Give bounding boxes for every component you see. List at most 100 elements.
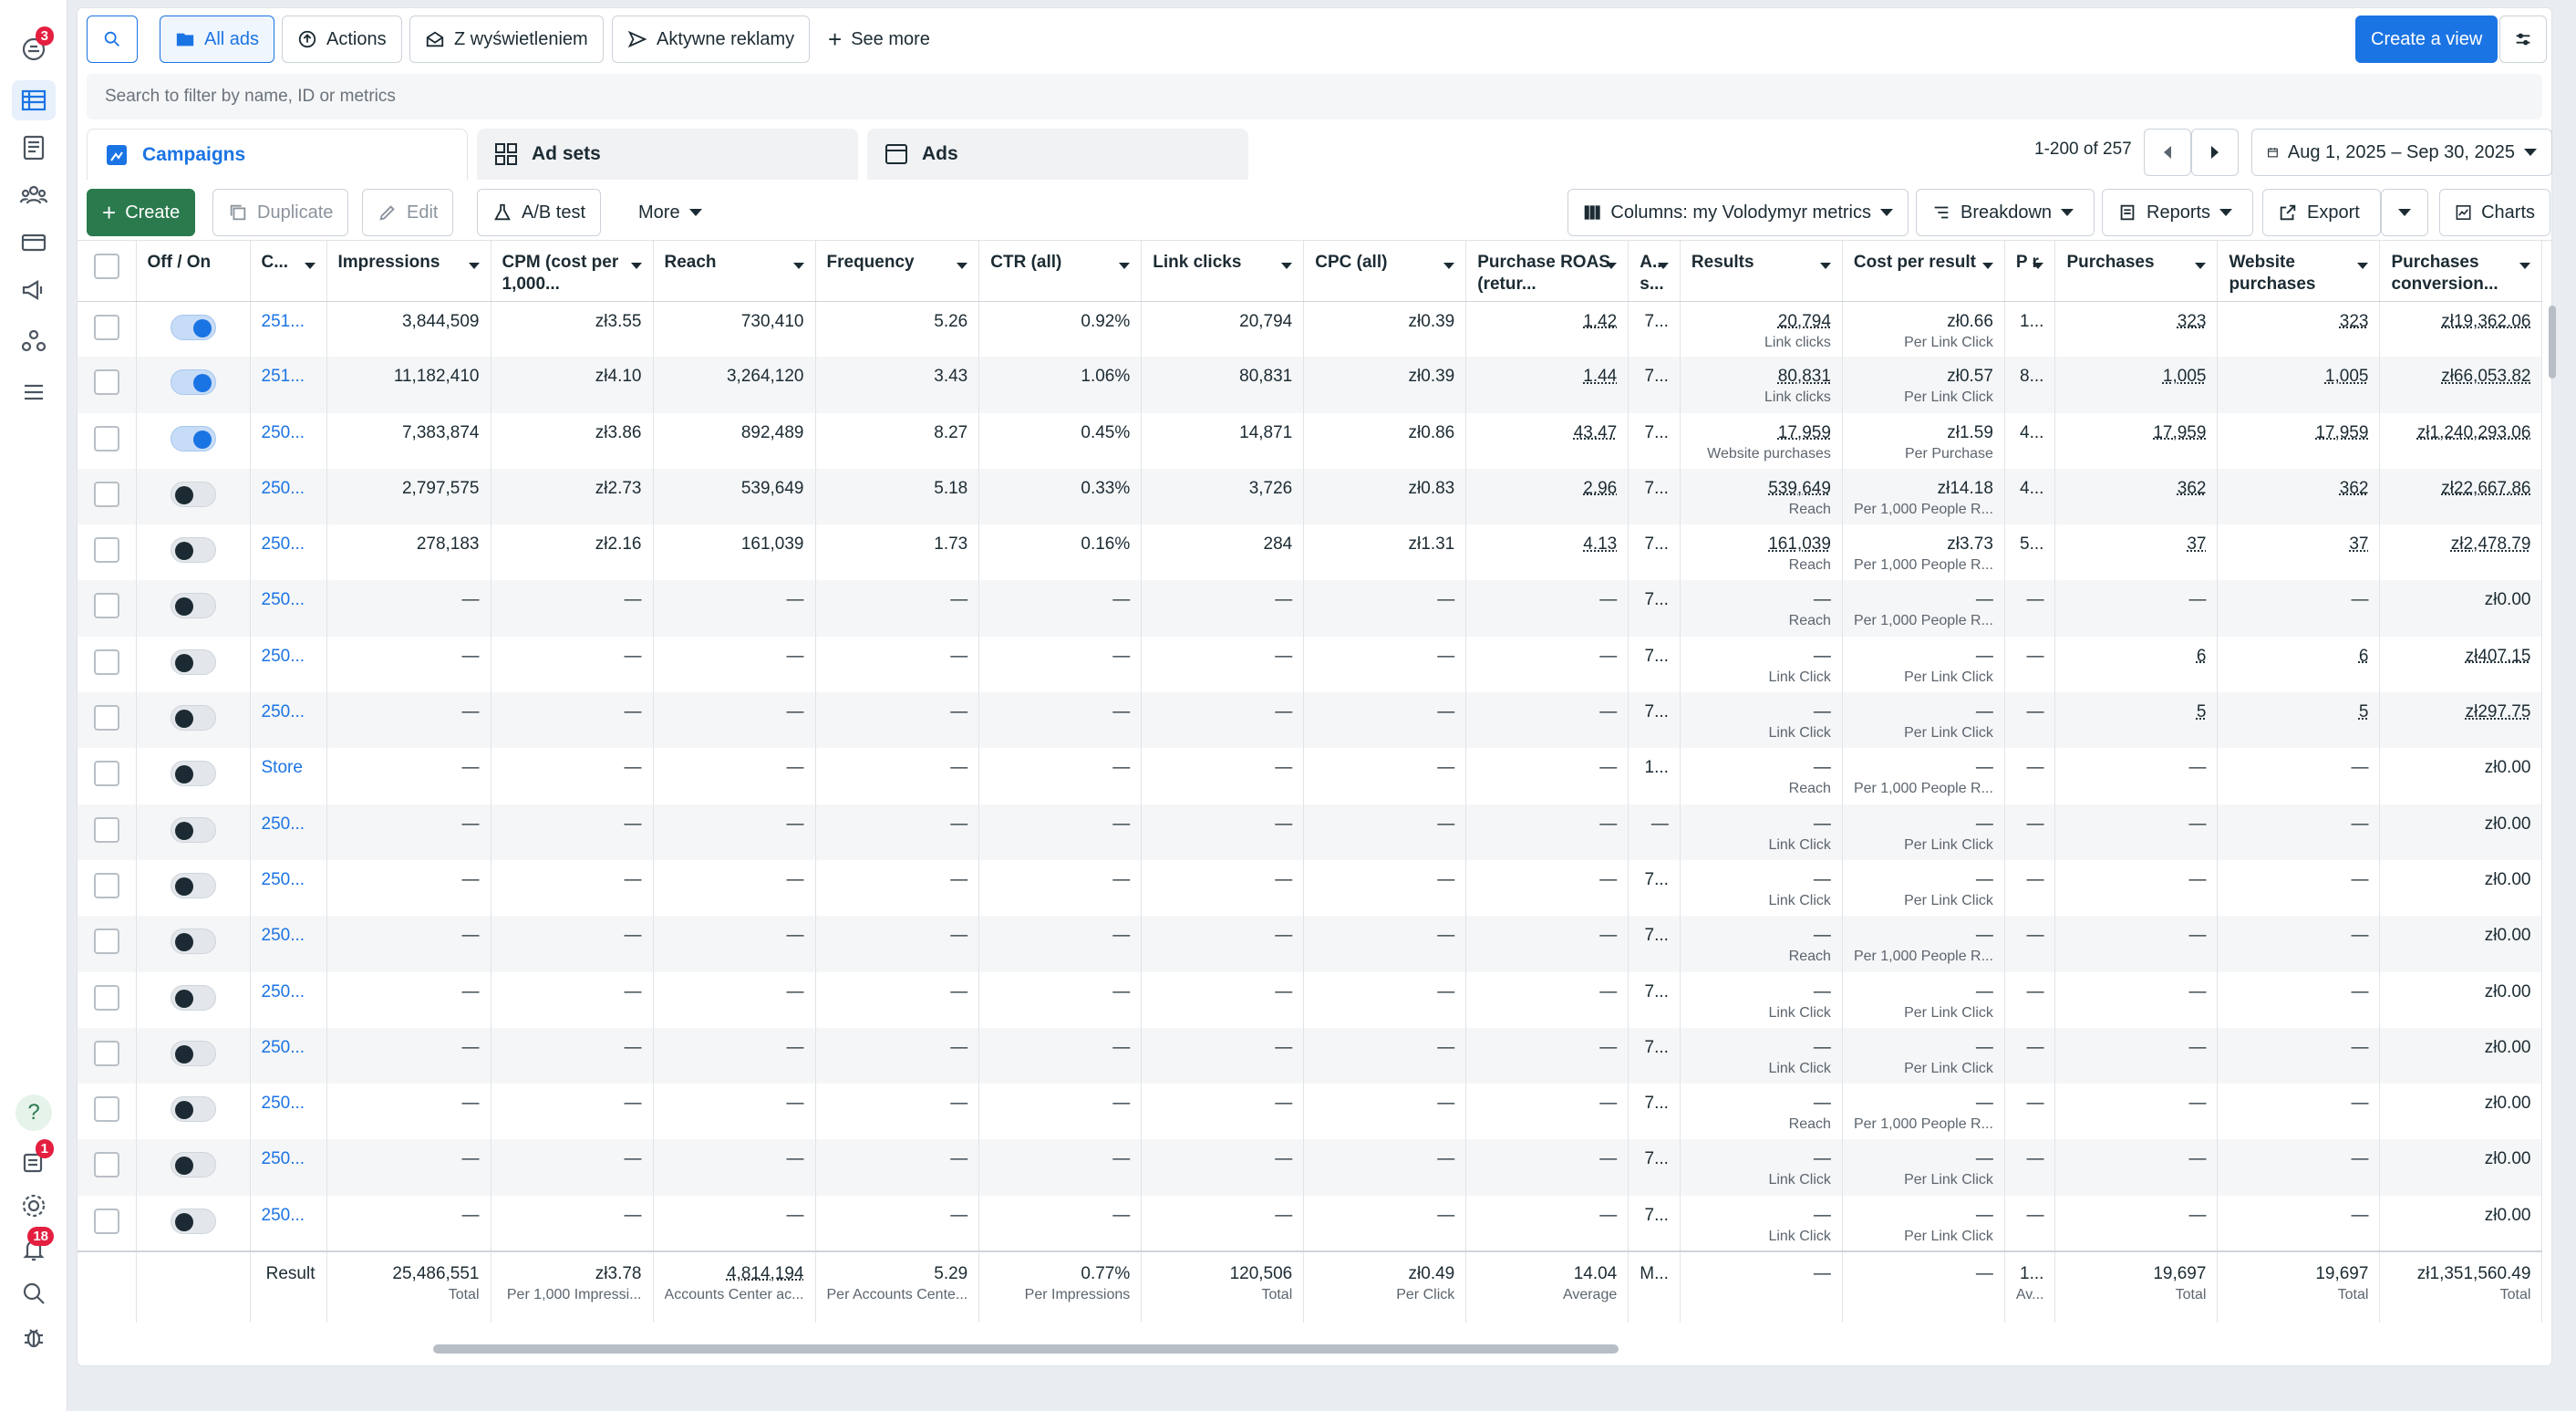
- campaign-name-link[interactable]: 250...: [250, 468, 327, 525]
- campaign-name-link[interactable]: Store: [250, 748, 327, 804]
- breakdown-dropdown[interactable]: Breakdown: [1916, 189, 2095, 236]
- campaign-name-link[interactable]: 250...: [250, 1027, 327, 1084]
- row-checkbox[interactable]: [93, 761, 119, 787]
- row-checkbox-cell[interactable]: [78, 748, 137, 804]
- sort-caret-icon[interactable]: [630, 263, 642, 269]
- toggle-cell[interactable]: [136, 916, 251, 972]
- export-button[interactable]: Export: [2262, 189, 2381, 236]
- row-checkbox-cell[interactable]: [78, 636, 137, 693]
- row-checkbox[interactable]: [93, 648, 119, 675]
- columns-dropdown[interactable]: Columns: my Volodymyr metrics: [1567, 189, 1909, 236]
- search-icon[interactable]: [12, 1273, 56, 1313]
- toggle-cell[interactable]: [136, 580, 251, 637]
- row-checkbox[interactable]: [93, 425, 119, 451]
- row-checkbox-cell[interactable]: [78, 971, 137, 1028]
- row-checkbox-cell[interactable]: [78, 859, 137, 917]
- filter-z-wyswietleniem[interactable]: Z wyświetleniem: [409, 16, 604, 63]
- tab-ads[interactable]: Ads: [867, 129, 1248, 180]
- sort-caret-icon[interactable]: [1657, 263, 1669, 269]
- campaign-name-link[interactable]: 250...: [250, 971, 327, 1028]
- table-row[interactable]: 250... — — — — — — — — 7... — Link Click — Per Link C…: [78, 636, 2543, 693]
- sort-caret-icon[interactable]: [468, 263, 480, 269]
- on-off-toggle[interactable]: [170, 481, 216, 507]
- sort-caret-icon[interactable]: [1281, 263, 1293, 269]
- on-off-toggle[interactable]: [170, 425, 216, 451]
- column-header-8[interactable]: CPC (all): [1303, 241, 1467, 302]
- sort-caret-icon[interactable]: [1606, 263, 1618, 269]
- toggle-cell[interactable]: [136, 412, 251, 469]
- row-checkbox[interactable]: [93, 705, 119, 731]
- table-row[interactable]: 250... — — — — — — — — 7... — Link Click — Per Link C…: [78, 1139, 2543, 1196]
- column-header-7[interactable]: Link clicks: [1141, 241, 1305, 302]
- view-settings-icon[interactable]: [2499, 16, 2547, 63]
- reports-icon[interactable]: 1: [12, 1139, 56, 1182]
- column-header-0[interactable]: Off / On: [136, 241, 251, 302]
- toggle-cell[interactable]: [136, 1139, 251, 1196]
- row-checkbox-cell[interactable]: [78, 412, 137, 469]
- sort-caret-icon[interactable]: [304, 263, 316, 269]
- tab-ad-sets[interactable]: Ad sets: [477, 129, 858, 180]
- campaign-name-link[interactable]: 250...: [250, 636, 327, 693]
- on-off-toggle[interactable]: [170, 929, 216, 955]
- prev-page-button[interactable]: [2144, 129, 2191, 176]
- column-header-10[interactable]: A... s...: [1628, 241, 1681, 302]
- filter-actions[interactable]: Actions: [282, 16, 402, 63]
- on-off-toggle[interactable]: [170, 761, 216, 787]
- toggle-cell[interactable]: [136, 804, 251, 860]
- create-view-button[interactable]: Create a view: [2355, 16, 2498, 63]
- filter-aktywne-reklamy[interactable]: Aktywne reklamy: [612, 16, 811, 63]
- column-header-4[interactable]: Reach: [653, 241, 816, 302]
- alerts-bell-icon[interactable]: 18: [12, 1227, 56, 1270]
- vertical-scrollbar[interactable]: [2549, 306, 2556, 379]
- bug-report-icon[interactable]: [12, 1317, 56, 1357]
- billing-icon[interactable]: [12, 223, 56, 263]
- toggle-cell[interactable]: [136, 357, 251, 413]
- table-row[interactable]: 251... 3,844,509 zł3.55 730,410 5.26 0.92% 20,…: [78, 301, 2543, 358]
- toggle-cell[interactable]: [136, 301, 251, 358]
- sort-caret-icon[interactable]: [1819, 263, 1831, 269]
- table-row[interactable]: 251... 11,182,410 zł4.10 3,264,120 3.43 1.06%…: [78, 357, 2543, 413]
- row-checkbox-cell[interactable]: [78, 580, 137, 637]
- help-icon[interactable]: ?: [12, 1093, 56, 1133]
- reports-dropdown[interactable]: Reports: [2102, 189, 2253, 236]
- filter-all-ads[interactable]: All ads: [160, 16, 275, 63]
- sort-caret-icon[interactable]: [2519, 263, 2531, 269]
- date-range-picker[interactable]: Aug 1, 2025 – Sep 30, 2025: [2251, 129, 2552, 176]
- more-button[interactable]: More: [623, 189, 718, 236]
- on-off-toggle[interactable]: [170, 1152, 216, 1178]
- ads-manager-table-icon[interactable]: [12, 80, 56, 120]
- toggle-cell[interactable]: [136, 1027, 251, 1084]
- on-off-toggle[interactable]: [170, 1096, 216, 1123]
- on-off-toggle[interactable]: [170, 1208, 216, 1234]
- toggle-cell[interactable]: [136, 1195, 251, 1252]
- campaign-name-link[interactable]: 250...: [250, 580, 327, 637]
- column-header-15[interactable]: Website purchases: [2217, 241, 2381, 302]
- row-checkbox[interactable]: [93, 314, 119, 340]
- sort-caret-icon[interactable]: [792, 263, 804, 269]
- row-checkbox[interactable]: [93, 593, 119, 619]
- campaign-name-link[interactable]: 250...: [250, 524, 327, 581]
- campaign-name-link[interactable]: 250...: [250, 1195, 327, 1252]
- row-checkbox-cell[interactable]: [78, 916, 137, 972]
- row-checkbox-cell[interactable]: [78, 524, 137, 581]
- campaign-name-link[interactable]: 250...: [250, 859, 327, 917]
- on-off-toggle[interactable]: [170, 1040, 216, 1066]
- menu-icon[interactable]: [12, 372, 56, 412]
- table-row[interactable]: 250... — — — — — — — — 7... — Reach — Per 1,000 Peopl…: [78, 580, 2543, 637]
- row-checkbox-cell[interactable]: [78, 1027, 137, 1084]
- on-off-toggle[interactable]: [170, 816, 216, 843]
- row-checkbox[interactable]: [93, 984, 119, 1011]
- row-checkbox[interactable]: [93, 872, 119, 898]
- select-all-checkbox[interactable]: [93, 254, 119, 279]
- sort-caret-icon[interactable]: [957, 263, 968, 269]
- table-row[interactable]: 250... — — — — — — — — 7... — Reach — Per 1,000 Peopl…: [78, 916, 2543, 972]
- toggle-cell[interactable]: [136, 636, 251, 693]
- sort-caret-icon[interactable]: [2357, 263, 2369, 269]
- campaign-name-link[interactable]: 250...: [250, 1139, 327, 1196]
- on-off-toggle[interactable]: [170, 984, 216, 1011]
- settings-gear-icon[interactable]: [12, 1186, 56, 1226]
- ab-test-button[interactable]: A/B test: [477, 189, 602, 236]
- column-header-1[interactable]: C...: [250, 241, 327, 302]
- table-row[interactable]: 250... 278,183 zł2.16 161,039 1.73 0.16% 284 zł…: [78, 524, 2543, 581]
- row-checkbox[interactable]: [93, 537, 119, 564]
